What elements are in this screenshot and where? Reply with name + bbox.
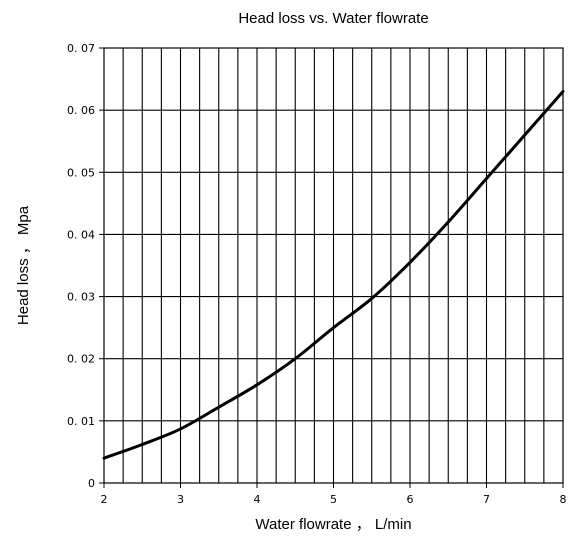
- y-tick-label: 0. 04: [67, 228, 95, 241]
- x-tick-label: 8: [560, 493, 567, 506]
- y-tick-label: 0. 02: [67, 353, 95, 366]
- head-loss-curve: [102, 90, 565, 460]
- y-tick-label: 0. 01: [67, 415, 95, 428]
- y-tick-label: 0. 06: [67, 104, 95, 117]
- x-axis-label: Water flowrate ， L/min: [255, 516, 411, 533]
- x-tick-label: 7: [483, 493, 490, 506]
- y-axis-label: Head loss ， Mpa: [15, 205, 32, 325]
- series-layer: [102, 90, 565, 460]
- x-tick-label: 3: [177, 493, 184, 506]
- grid: [104, 48, 563, 483]
- x-tick-label: 4: [254, 493, 261, 506]
- x-axis-ticks: 2 3 4 5 6 7 8: [101, 483, 567, 506]
- y-axis-ticks: 0 0. 01 0. 02 0. 03 0. 04 0. 05 0. 06 0. 07: [67, 42, 104, 490]
- y-tick-label: 0: [88, 477, 95, 490]
- y-tick-label: 0. 03: [67, 291, 95, 304]
- y-tick-label: 0. 07: [67, 42, 95, 55]
- x-tick-label: 5: [330, 493, 337, 506]
- chart-title: Head loss vs. Water flowrate: [238, 10, 428, 27]
- y-tick-label: 0. 05: [67, 166, 95, 179]
- x-tick-label: 6: [407, 493, 414, 506]
- x-tick-label: 2: [101, 493, 108, 506]
